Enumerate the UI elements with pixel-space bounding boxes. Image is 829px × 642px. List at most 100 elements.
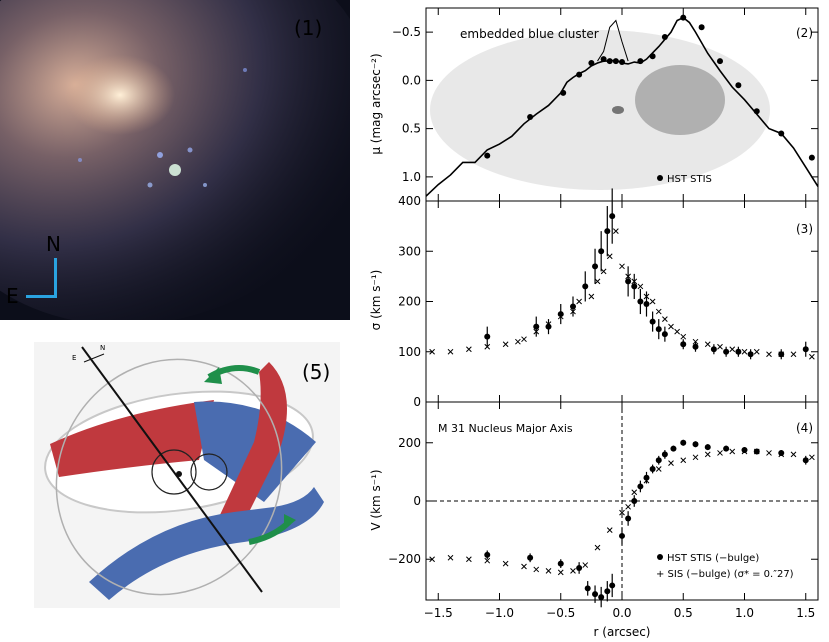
data-point-cross bbox=[766, 351, 772, 358]
data-point bbox=[649, 465, 656, 472]
data-point-cross bbox=[704, 341, 711, 348]
data-point bbox=[649, 318, 656, 325]
data-point-cross bbox=[502, 560, 509, 567]
data-point bbox=[717, 58, 723, 65]
panel-4-title: M 31 Nucleus Major Axis bbox=[438, 422, 573, 435]
galaxy-image-panel: (1) N E bbox=[0, 0, 350, 320]
eccentric-disk-diagram-panel: N E (5) bbox=[34, 342, 340, 608]
panel-2-label: (2) bbox=[796, 26, 813, 40]
data-point bbox=[570, 303, 576, 310]
data-point bbox=[802, 457, 809, 464]
data-point bbox=[680, 439, 687, 446]
data-point bbox=[604, 588, 611, 595]
data-point-cross bbox=[741, 348, 748, 355]
y-tick-label: 100 bbox=[398, 345, 421, 359]
data-point bbox=[619, 59, 625, 66]
panel-4-legend-stis: HST STIS (−bulge) bbox=[667, 553, 759, 564]
data-point-cross bbox=[429, 348, 435, 355]
compass-east-label: E bbox=[6, 284, 19, 308]
data-point bbox=[631, 283, 638, 290]
data-point-cross bbox=[576, 298, 582, 305]
data-point bbox=[484, 152, 491, 159]
panel-4-label: (4) bbox=[796, 421, 813, 435]
data-point bbox=[778, 130, 785, 137]
y-tick-label: −200 bbox=[388, 552, 421, 566]
data-point bbox=[576, 564, 583, 571]
blue-cluster-annotation: embedded blue cluster bbox=[460, 27, 599, 41]
data-point bbox=[606, 58, 613, 65]
data-point bbox=[655, 457, 662, 464]
data-point-cross bbox=[637, 283, 644, 290]
data-point-cross bbox=[521, 336, 527, 343]
data-point bbox=[484, 551, 491, 558]
compass-north-label: N bbox=[46, 232, 61, 256]
data-point bbox=[637, 58, 644, 65]
y-tick-label: 0 bbox=[413, 395, 421, 409]
data-point bbox=[692, 441, 699, 448]
data-point-cross bbox=[692, 454, 699, 461]
ring-blue-lower bbox=[89, 487, 324, 600]
data-point-cross bbox=[502, 341, 509, 348]
data-point-cross bbox=[717, 450, 723, 456]
data-point-cross bbox=[674, 328, 680, 335]
data-point bbox=[723, 445, 730, 452]
data-point-cross bbox=[570, 308, 576, 315]
data-point bbox=[649, 53, 656, 60]
data-point-cross bbox=[704, 451, 711, 458]
data-point-cross bbox=[778, 351, 785, 358]
data-point bbox=[778, 449, 785, 456]
panel-3-ylabel: σ (km s⁻¹) bbox=[369, 270, 383, 331]
data-point-cross bbox=[600, 268, 607, 275]
data-point bbox=[661, 331, 668, 338]
panel-4-legend-sis: + SIS (−bulge) (σ* = 0.″27) bbox=[656, 569, 794, 580]
data-point-cross bbox=[521, 563, 527, 570]
data-point-cross bbox=[557, 313, 564, 320]
data-point-cross bbox=[662, 316, 668, 322]
y-tick-label: 300 bbox=[398, 244, 421, 258]
data-point-cross bbox=[447, 554, 454, 561]
y-tick-label: 0.0 bbox=[402, 73, 421, 87]
data-point bbox=[560, 89, 567, 96]
data-point bbox=[661, 451, 668, 458]
data-point bbox=[692, 343, 699, 350]
data-point-cross bbox=[741, 448, 748, 455]
data-point-cross bbox=[631, 489, 638, 496]
data-point bbox=[808, 154, 815, 161]
x-tick-label: −1.5 bbox=[424, 606, 453, 620]
data-point-cross bbox=[466, 346, 472, 353]
data-point-cross bbox=[790, 351, 797, 358]
diagram-north-label: N bbox=[100, 344, 106, 352]
data-point-cross bbox=[533, 566, 540, 573]
data-point bbox=[533, 323, 540, 330]
data-point-cross bbox=[631, 278, 638, 285]
data-point bbox=[637, 483, 644, 490]
data-point-cross bbox=[649, 298, 656, 305]
data-point bbox=[609, 582, 616, 589]
data-point bbox=[753, 108, 760, 115]
panel-2-legend: HST STIS bbox=[667, 174, 712, 185]
y-tick-label: 1.0 bbox=[402, 170, 421, 184]
velocity-dispersion-panel: 0 100 200 300 400 (3) σ (km s⁻¹) bbox=[369, 188, 819, 409]
data-point bbox=[592, 591, 599, 598]
eccentric-disk-diagram bbox=[34, 342, 340, 608]
data-point-cross bbox=[606, 253, 613, 260]
data-point bbox=[612, 58, 619, 65]
y-tick-label: 200 bbox=[398, 436, 421, 450]
data-point-cross bbox=[557, 569, 564, 576]
data-point-cross bbox=[680, 333, 687, 340]
data-point-cross bbox=[533, 328, 540, 335]
rotation-velocity-panel: −200 0 200 M 31 Nucleus Major Axis (4) HST… bbox=[369, 401, 819, 608]
data-point-cross bbox=[655, 308, 662, 315]
compass-east-arrow bbox=[26, 295, 57, 298]
data-point-cross bbox=[753, 348, 760, 355]
data-point bbox=[484, 333, 491, 340]
data-point-cross bbox=[515, 338, 521, 345]
data-point bbox=[604, 228, 611, 235]
data-point bbox=[625, 278, 632, 285]
x-tick-label: −0.5 bbox=[546, 606, 575, 620]
data-point-cross bbox=[692, 338, 699, 345]
x-tick-label: 0.0 bbox=[612, 606, 631, 620]
data-point-cross bbox=[766, 450, 772, 456]
data-point-cross bbox=[729, 448, 736, 455]
